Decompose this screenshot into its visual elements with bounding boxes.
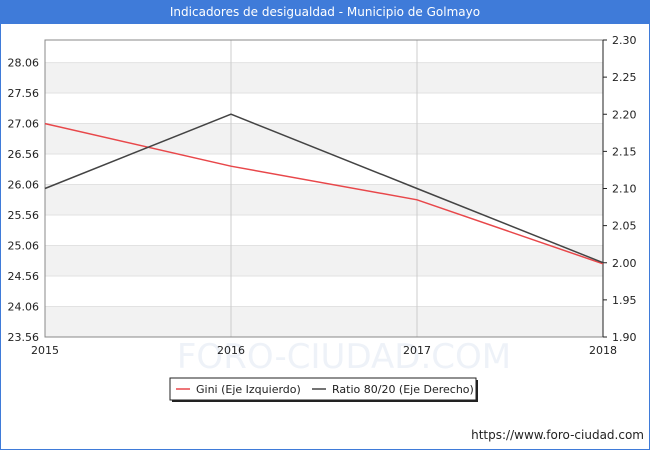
y-left-tick-label: 27.06 <box>8 118 40 131</box>
series-line-gini <box>44 122 604 265</box>
y-right-tick-label: 2.20 <box>612 108 637 121</box>
x-tick-label: 2015 <box>31 344 59 357</box>
grid-band <box>45 306 603 337</box>
grid-band <box>45 245 603 277</box>
grid-band <box>45 62 603 94</box>
grid-band <box>45 184 603 216</box>
y-right-tick-label: 1.95 <box>612 294 637 307</box>
y-left-tick-label: 25.56 <box>8 209 40 222</box>
y-right-tick-label: 2.10 <box>612 183 637 196</box>
y-left-tick-label: 24.06 <box>8 301 40 314</box>
x-tick-label: 2018 <box>589 344 617 357</box>
y-right-tick-label: 2.00 <box>612 257 637 270</box>
y-right-tick-label: 2.30 <box>612 34 637 47</box>
y-left-tick-label: 27.56 <box>8 87 40 100</box>
x-tick-label: 2016 <box>217 344 245 357</box>
y-left-tick-label: 24.56 <box>8 270 40 283</box>
y-left-tick-label: 23.56 <box>8 331 40 344</box>
y-left-tick-label: 26.06 <box>8 179 40 192</box>
legend-label-gini: Gini (Eje Izquierdo) <box>196 383 301 396</box>
legend-label-ratio: Ratio 80/20 (Eje Derecho) <box>332 383 474 396</box>
y-left-tick-label: 26.56 <box>8 148 40 161</box>
grid-band <box>45 123 603 155</box>
watermark: FORO-CIUDAD.COM <box>177 337 511 377</box>
chart-title: Indicadores de desigualdad - Municipio d… <box>0 0 650 24</box>
y-right-tick-label: 2.15 <box>612 145 637 158</box>
x-tick-label: 2017 <box>403 344 431 357</box>
source-url[interactable]: https://www.foro-ciudad.com <box>471 428 644 442</box>
series-line-ratio <box>44 113 604 264</box>
y-left-tick-label: 25.06 <box>8 240 40 253</box>
y-left-tick-label: 28.06 <box>8 57 40 70</box>
y-right-tick-label: 2.25 <box>612 71 637 84</box>
y-right-tick-label: 1.90 <box>612 331 637 344</box>
y-right-tick-label: 2.05 <box>612 220 637 233</box>
